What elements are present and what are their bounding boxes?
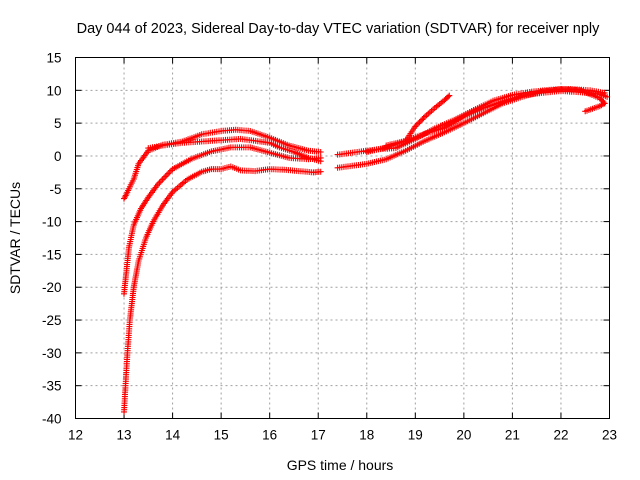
data-point [415, 120, 422, 127]
y-tick-label: -30 [42, 346, 62, 361]
data-markers [121, 86, 611, 415]
data-point [160, 175, 167, 182]
y-tick-label: -20 [42, 280, 62, 295]
data-point [416, 119, 423, 126]
x-axis-label: GPS time / hours [287, 457, 394, 473]
series-track-H [383, 88, 611, 149]
data-point [166, 169, 173, 176]
x-tick-label: 19 [408, 428, 423, 443]
y-tick-label: -15 [42, 247, 62, 262]
x-tick-label: 14 [165, 428, 181, 443]
plot-frame [75, 57, 610, 419]
y-tick-label: -40 [42, 412, 62, 427]
data-point [420, 115, 427, 121]
x-tick-label: 15 [214, 428, 229, 443]
data-point [601, 100, 608, 107]
data-point [412, 123, 419, 130]
y-tick-label: 15 [46, 51, 61, 66]
x-tick-label: 23 [602, 428, 617, 443]
series-track-I [582, 100, 608, 115]
x-tick-label: 21 [505, 428, 520, 443]
data-point [156, 179, 163, 186]
data-point [419, 116, 426, 123]
data-point [163, 172, 170, 179]
y-tick-label: -5 [49, 182, 61, 197]
data-point [165, 170, 172, 177]
data-point [413, 122, 420, 128]
x-tick-label: 13 [117, 428, 132, 443]
x-tick-label: 12 [68, 428, 83, 443]
x-tick-label: 18 [359, 428, 374, 443]
data-point [446, 92, 453, 99]
data-point [317, 149, 324, 155]
x-tick-label: 20 [456, 428, 471, 443]
series-track-B [121, 144, 324, 297]
series-track-E [334, 86, 608, 171]
data-point [317, 158, 324, 165]
chart-title: Day 044 of 2023, Sidereal Day-to-day VTE… [77, 21, 601, 37]
y-axis-label: SDTVAR / TECUs [7, 182, 23, 294]
data-point [317, 168, 324, 175]
y-tick-label: 5 [54, 116, 62, 131]
y-tick-label: -25 [42, 313, 62, 328]
data-point [162, 173, 169, 180]
x-tick-label: 17 [311, 428, 326, 443]
x-tick-label: 16 [262, 428, 277, 443]
data-point [417, 117, 424, 124]
data-point [445, 93, 452, 100]
y-tick-label: 0 [54, 149, 62, 164]
y-tick-label: 10 [46, 83, 61, 98]
y-tick-label: -35 [42, 379, 62, 394]
x-axis: 12 13 14 15 16 17 18 19 20 21 22 23 [68, 57, 617, 443]
y-axis: 15 10 5 0 -5 -10 -15 -20 -25 -30 -35 -40 [42, 51, 610, 427]
x-tick-label: 22 [553, 428, 568, 443]
grid-lines [75, 57, 610, 419]
y-tick-label: -10 [42, 215, 62, 230]
series-track-D [145, 135, 324, 165]
series-track-C [121, 163, 324, 415]
